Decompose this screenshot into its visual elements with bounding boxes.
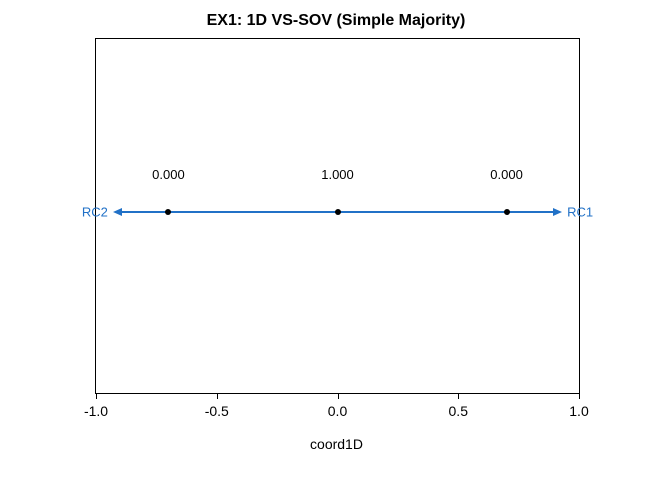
x-axis-tick-label: -1.0 [83,403,109,419]
arrowhead-right-icon [553,208,563,216]
chart-title: EX1: 1D VS-SOV (Simple Majority) [206,12,466,29]
data-point [165,209,172,215]
x-axis-tick [96,393,97,399]
x-axis-tick [216,393,218,399]
point-value-label: 0.000 [490,167,523,182]
x-axis-tick [458,393,460,399]
point-value-label: 1.000 [321,167,354,182]
x-axis-label: coord1D [310,436,363,452]
vector-right-label: RC1 [567,204,594,220]
data-point [334,209,341,215]
x-axis-tick-label: 0.0 [327,403,348,419]
x-axis-tick [337,393,339,399]
data-point [503,209,510,215]
x-axis-tick-label: 1.0 [569,403,589,419]
x-axis-tick [579,393,580,399]
vector-left-label: RC2 [81,204,108,220]
point-value-label: 0.000 [152,167,185,182]
plot-area: -1.0 -0.5 0.0 0.5 1.0 RC2 RC1 0.000 1.000 0.000 [82,38,593,419]
x-axis-tick-label: -0.5 [204,403,229,419]
arrowhead-left-icon [112,208,122,216]
x-axis-tick-label: 0.5 [448,403,468,419]
